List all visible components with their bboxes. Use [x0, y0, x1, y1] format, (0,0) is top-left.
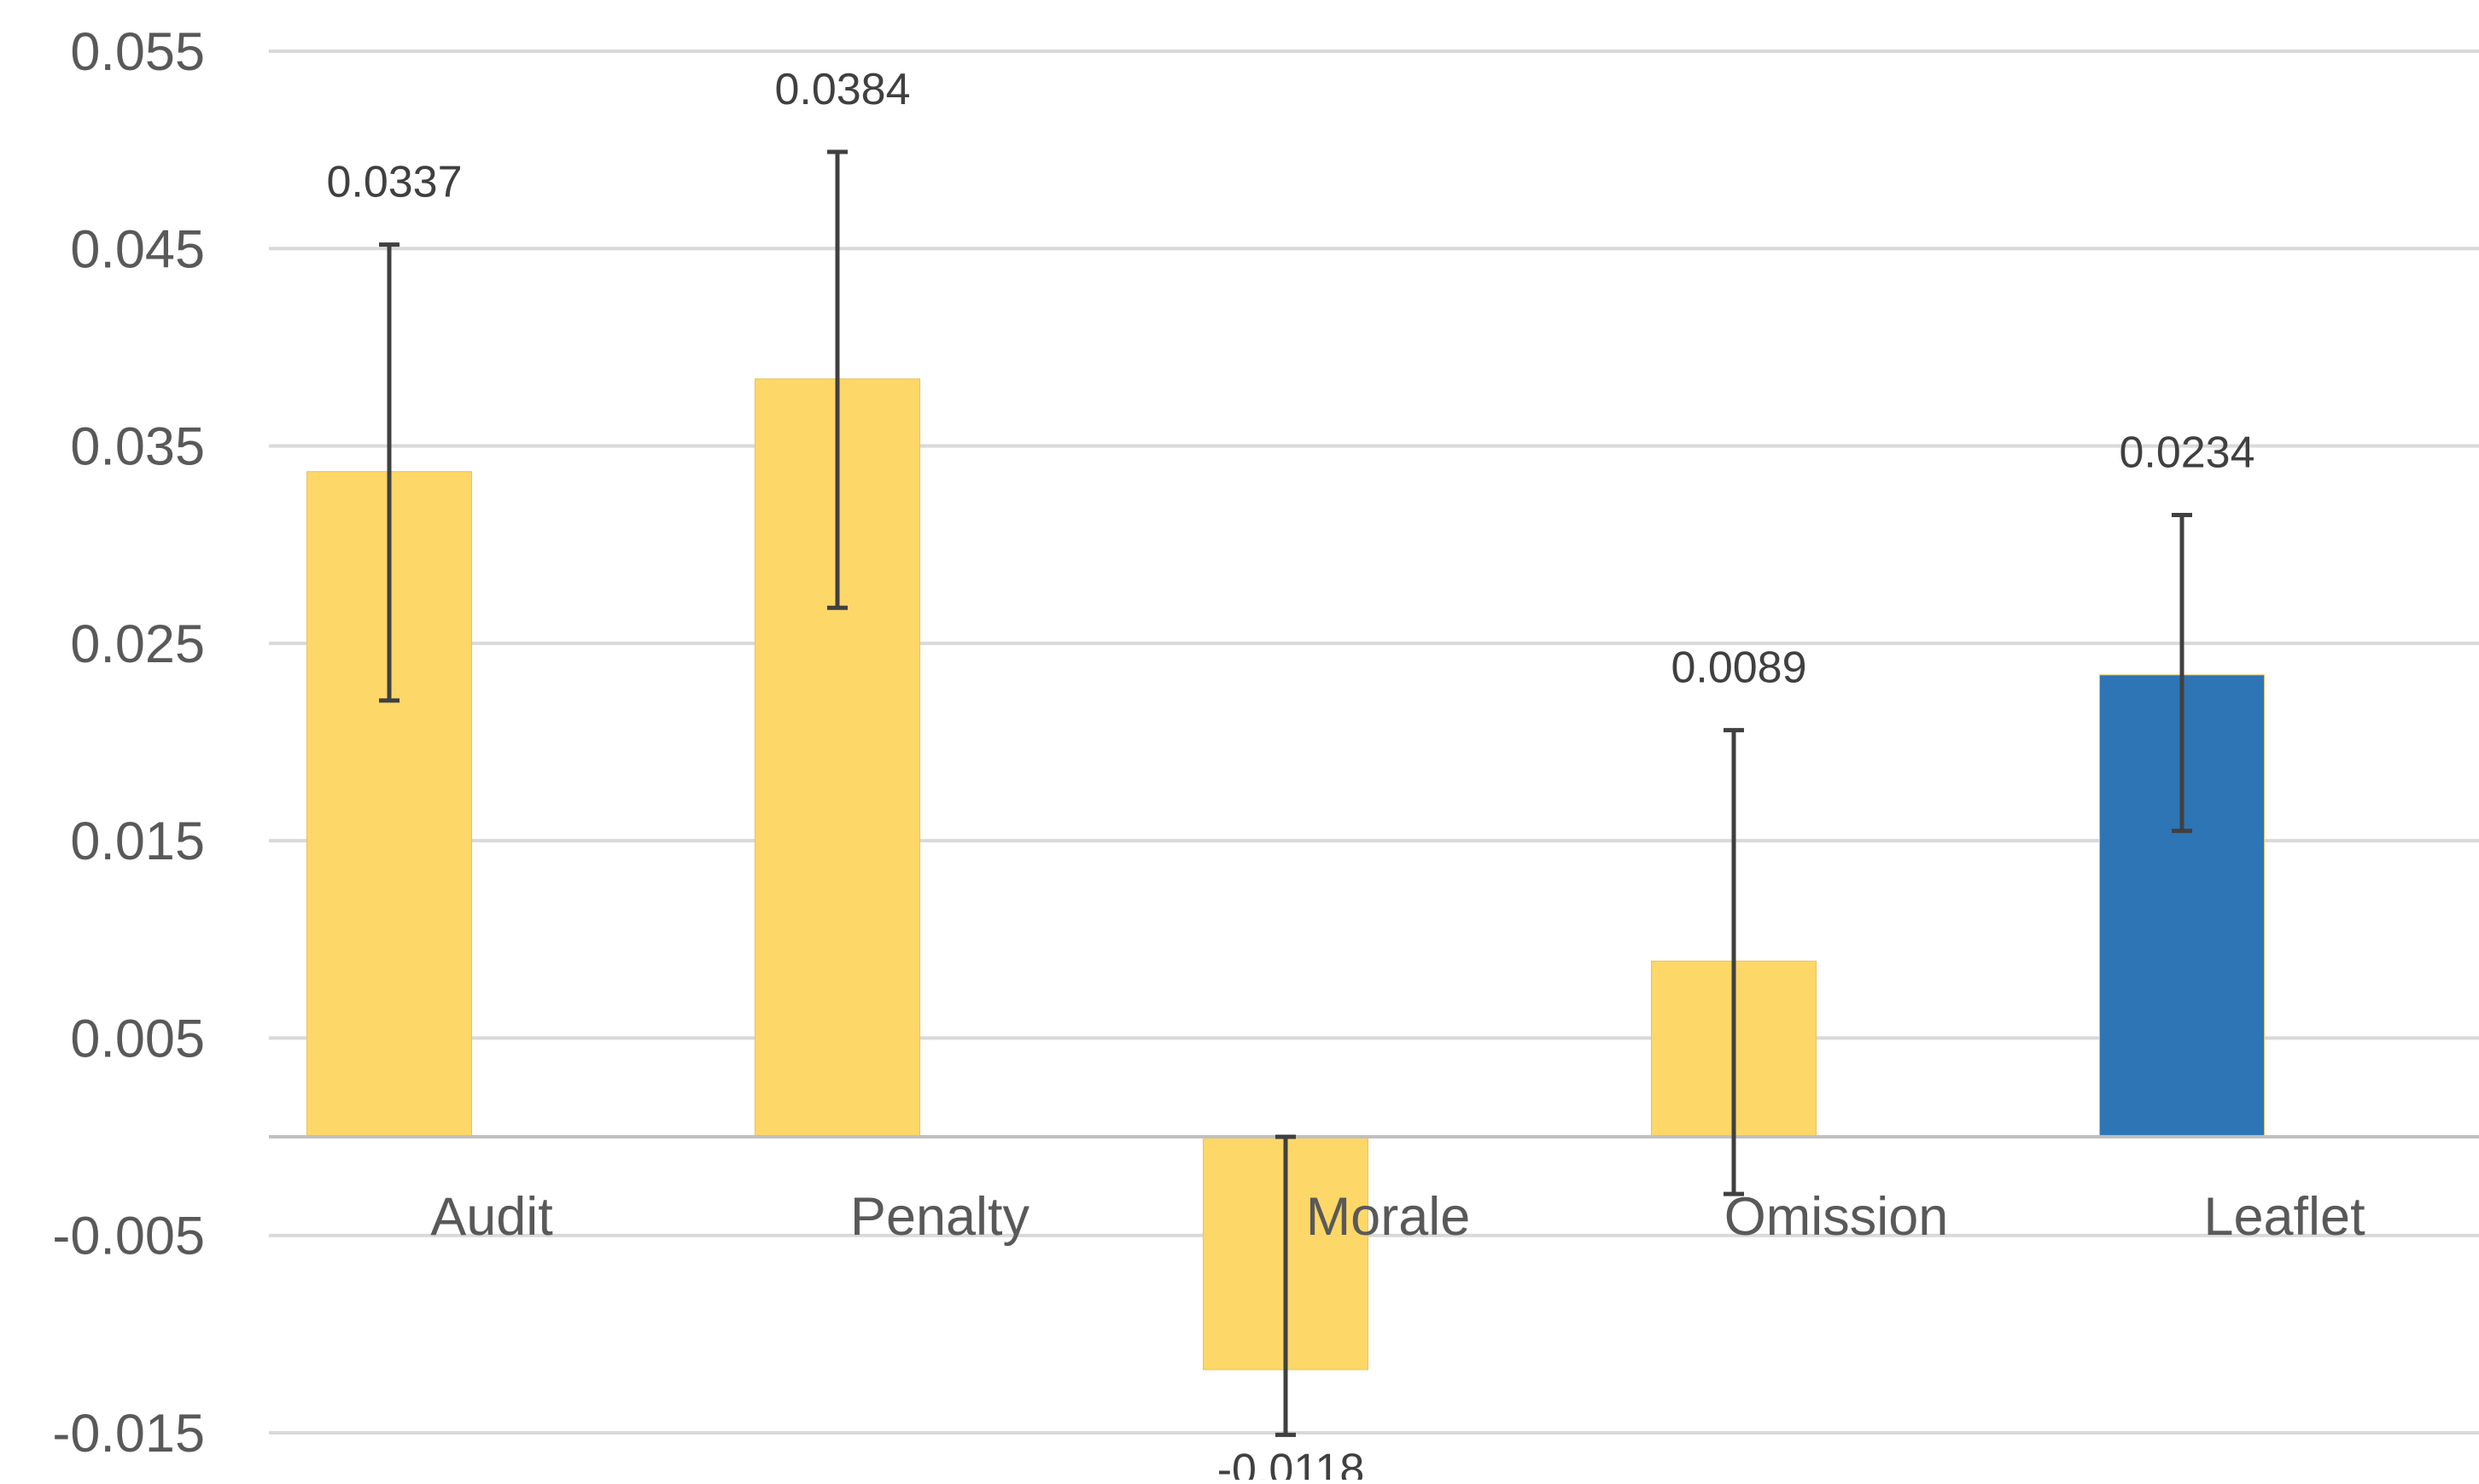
- y-tick-label-3: 0.025: [70, 614, 205, 674]
- error-bar-omission: [1724, 728, 1744, 1196]
- data-labels: 0.0337 0.0384 -0.0118 0.0089 0.0234: [326, 65, 2254, 1484]
- y-tick-label-2: 0.035: [70, 417, 205, 477]
- y-tick-label-4: 0.015: [70, 812, 205, 871]
- y-axis-ticks: 0.055 0.045 0.035 0.025 0.015 0.005 -0.005 -0.0…: [52, 22, 205, 1464]
- data-label-leaflet: 0.0234: [2119, 428, 2254, 478]
- error-bar-audit: [379, 242, 400, 703]
- data-label-morale: -0.0118: [1217, 1445, 1365, 1480]
- data-label-omission: 0.0089: [1671, 643, 1806, 693]
- x-tick-label-leaflet: Leaflet: [2203, 1187, 2365, 1247]
- y-tick-label-5: 0.005: [70, 1009, 205, 1068]
- error-bar-penalty: [827, 149, 848, 610]
- gridlines: [269, 49, 2479, 1435]
- y-tick-label-6: -0.005: [52, 1207, 205, 1266]
- data-label-penalty: 0.0384: [774, 65, 910, 114]
- x-tick-label-omission: Omission: [1724, 1187, 1949, 1247]
- x-tick-label-penalty: Penalty: [850, 1187, 1030, 1247]
- error-bar-leaflet: [2172, 513, 2192, 834]
- error-bar-morale: [1275, 1134, 1296, 1437]
- x-axis-ticks: Audit Penalty Morale Omission Leaflet: [430, 1187, 2365, 1247]
- x-tick-label-audit: Audit: [430, 1187, 553, 1247]
- x-tick-label-morale: Morale: [1306, 1187, 1471, 1247]
- data-label-audit: 0.0337: [326, 158, 462, 207]
- y-tick-label-7: -0.015: [52, 1404, 205, 1464]
- y-tick-label-0: 0.055: [70, 22, 205, 82]
- y-tick-label-1: 0.045: [70, 219, 205, 279]
- error-bars: [379, 149, 2192, 1437]
